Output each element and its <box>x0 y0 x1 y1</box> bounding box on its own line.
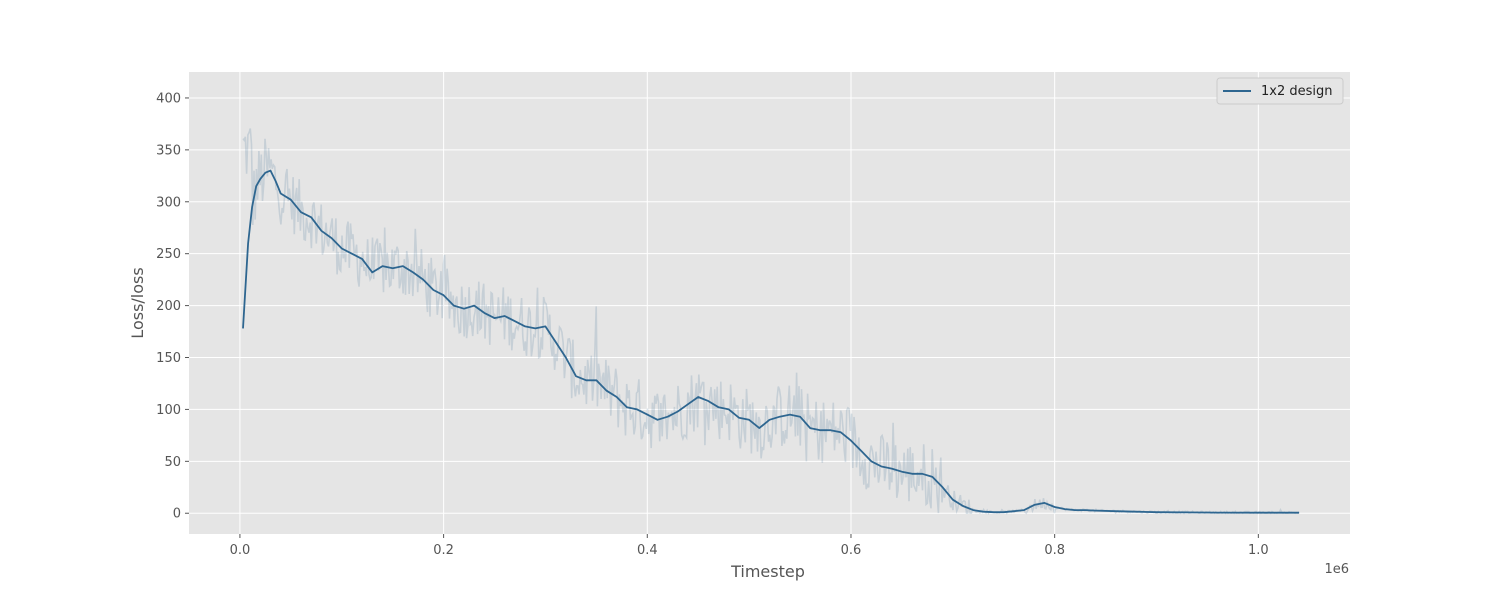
y-tick-label: 300 <box>156 195 181 210</box>
x-tick-label: 0.6 <box>841 543 862 558</box>
y-tick-label: 350 <box>156 143 181 158</box>
y-tick-label: 0 <box>173 507 181 522</box>
y-tick-label: 400 <box>156 91 181 106</box>
raw-loss-band <box>242 128 1300 515</box>
legend-label: 1x2 design <box>1261 84 1333 99</box>
y-tick-label: 200 <box>156 299 181 314</box>
x-tick-label: 1.0 <box>1248 543 1269 558</box>
x-axis-title: Timestep <box>730 562 805 581</box>
legend-box <box>1216 77 1344 105</box>
y-tick-label: 150 <box>156 351 181 366</box>
y-tick-label: 50 <box>164 455 181 470</box>
raw-loss-line <box>242 128 1300 515</box>
x-tick-label: 0.2 <box>433 543 454 558</box>
y-tick-label: 250 <box>156 247 181 262</box>
plot-background <box>189 72 1350 534</box>
grid-lines <box>189 72 1350 534</box>
y-axis-title: Loss/loss <box>128 267 147 338</box>
x-offset-label: 1e6 <box>1324 562 1349 577</box>
y-tick-label: 100 <box>156 403 181 418</box>
series-lines <box>242 169 1300 514</box>
x-axis-ticks: 0.0 0.2 0.4 0.6 0.8 1.0 <box>230 534 1269 558</box>
x-tick-label: 0.4 <box>637 543 658 558</box>
y-axis-ticks: 0 50 100 150 200 250 300 350 400 <box>156 91 189 522</box>
legend: 1x2 design <box>1216 77 1344 105</box>
x-tick-label: 0.8 <box>1044 543 1065 558</box>
series-line-1x2-design <box>242 169 1300 514</box>
x-tick-label: 0.0 <box>230 543 251 558</box>
